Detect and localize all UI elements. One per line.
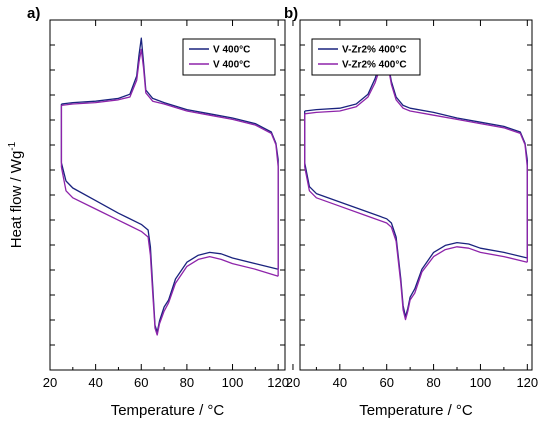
x-tick-label: 60 xyxy=(379,375,393,390)
legend: V 400°C V 400°C xyxy=(182,38,276,76)
legend-label: V-Zr2% 400°C xyxy=(342,60,407,71)
series-2-heating-line xyxy=(304,61,528,168)
series-1-cooling-line xyxy=(304,162,528,318)
panel-letter: b) xyxy=(284,5,298,22)
panel-b: b) 20 40 60 80 100 120 Temperature / °C V-Zr2% 4… xyxy=(284,5,538,419)
x-tick-label: 20 xyxy=(286,375,300,390)
x-axis-label: Temperature / °C xyxy=(359,402,473,419)
series-2-cooling-line xyxy=(60,166,279,336)
legend-box xyxy=(311,38,421,76)
series-2-heating-line xyxy=(61,48,279,168)
legend-label: V 400°C xyxy=(213,45,250,56)
plot-area xyxy=(60,37,279,336)
y-axis-label: Heat flow / Wg xyxy=(8,151,25,249)
x-tick-label: 60 xyxy=(134,375,148,390)
x-tick-label: 120 xyxy=(516,375,538,390)
x-tick-label: 100 xyxy=(222,375,244,390)
svg-text:Heat flow / Wg-1: Heat flow / Wg-1 xyxy=(7,141,25,248)
panel-letter: a) xyxy=(27,5,40,22)
x-tick-label: 100 xyxy=(470,375,492,390)
x-tick-label: 80 xyxy=(426,375,440,390)
y-axis-label-exponent: -1 xyxy=(7,141,18,150)
series-1-cooling-line xyxy=(60,162,279,333)
x-tick-label: 80 xyxy=(180,375,194,390)
x-tick-label: 40 xyxy=(88,375,102,390)
shared-y-axis-title: Heat flow / Wg-1 xyxy=(7,141,25,248)
series-2-cooling-line xyxy=(304,166,528,321)
legend: V-Zr2% 400°C V-Zr2% 400°C xyxy=(311,38,421,76)
legend-label: V-Zr2% 400°C xyxy=(342,45,407,56)
plot-area xyxy=(304,58,528,321)
legend-label: V 400°C xyxy=(213,60,250,71)
x-tick-label: 20 xyxy=(43,375,57,390)
x-axis-label: Temperature / °C xyxy=(111,402,225,419)
x-tick-label: 40 xyxy=(333,375,347,390)
legend-box xyxy=(182,38,276,76)
x-tick-label: 120 xyxy=(267,375,289,390)
